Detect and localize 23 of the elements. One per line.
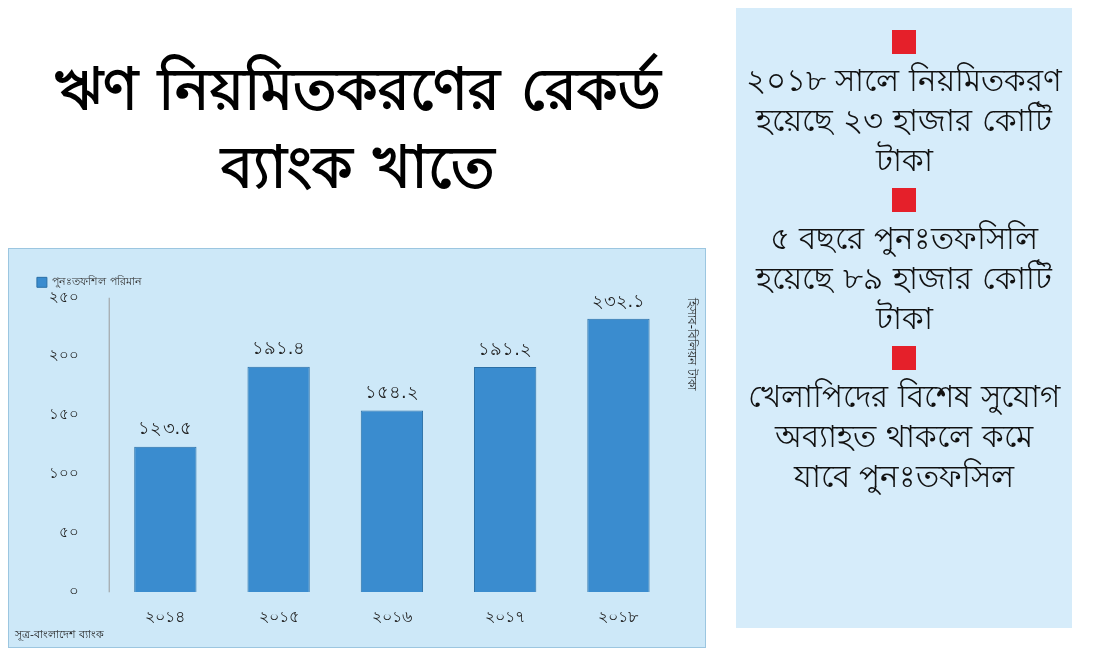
data-label: ১৫৪.২: [365, 381, 419, 403]
text: ২০১৮ সালে নিয়মিতকরণ হয়েছে ২৩ হাজার কোটি টাকা: [744, 61, 1064, 180]
data-label: ১৯১.৪: [251, 337, 306, 359]
chart-title: ঋণ নিয়মিতকরণের রেকর্ড ব্যাংক খাতে: [54, 52, 664, 203]
data-label: ২৩২.১: [591, 289, 646, 311]
legend-label: পুনঃতফশিল পরিমান: [52, 275, 142, 289]
y-tick-label: ০: [68, 581, 79, 600]
y-tick-label: ২৫০: [48, 287, 79, 306]
text: খেলাপিদের বিশেষ সুযোগ অব্যাহত থাকলে কমে যাবে পুনঃতফসিল: [747, 377, 1062, 496]
data-label: ১৯১.২: [478, 337, 533, 359]
y-axis-title: হিসাব-বিলিয়ন টাকা: [684, 296, 699, 391]
x-tick-label: ২০১৮: [598, 606, 640, 626]
data-label: ১২৩.৫: [138, 417, 193, 439]
y-tick-label: ১০০: [48, 464, 79, 483]
text: ৫ বছরে পুনঃতফসিলি হয়েছে ৮৯ হাজার কোটি টাকা: [754, 219, 1054, 338]
y-tick-label: ৫০: [58, 523, 79, 542]
x-tick-label: ২০১৫: [258, 606, 299, 626]
x-tick-label: ২০১৭: [485, 606, 526, 626]
x-tick-label: ২০১৬: [371, 606, 412, 626]
y-tick-label: ২০০: [48, 346, 79, 365]
y-tick-label: ১৫০: [48, 405, 79, 424]
text: সূত্র-বাংলাদেশ ব্যাংক: [13, 628, 105, 642]
x-tick-label: ২০১৪: [145, 606, 186, 626]
